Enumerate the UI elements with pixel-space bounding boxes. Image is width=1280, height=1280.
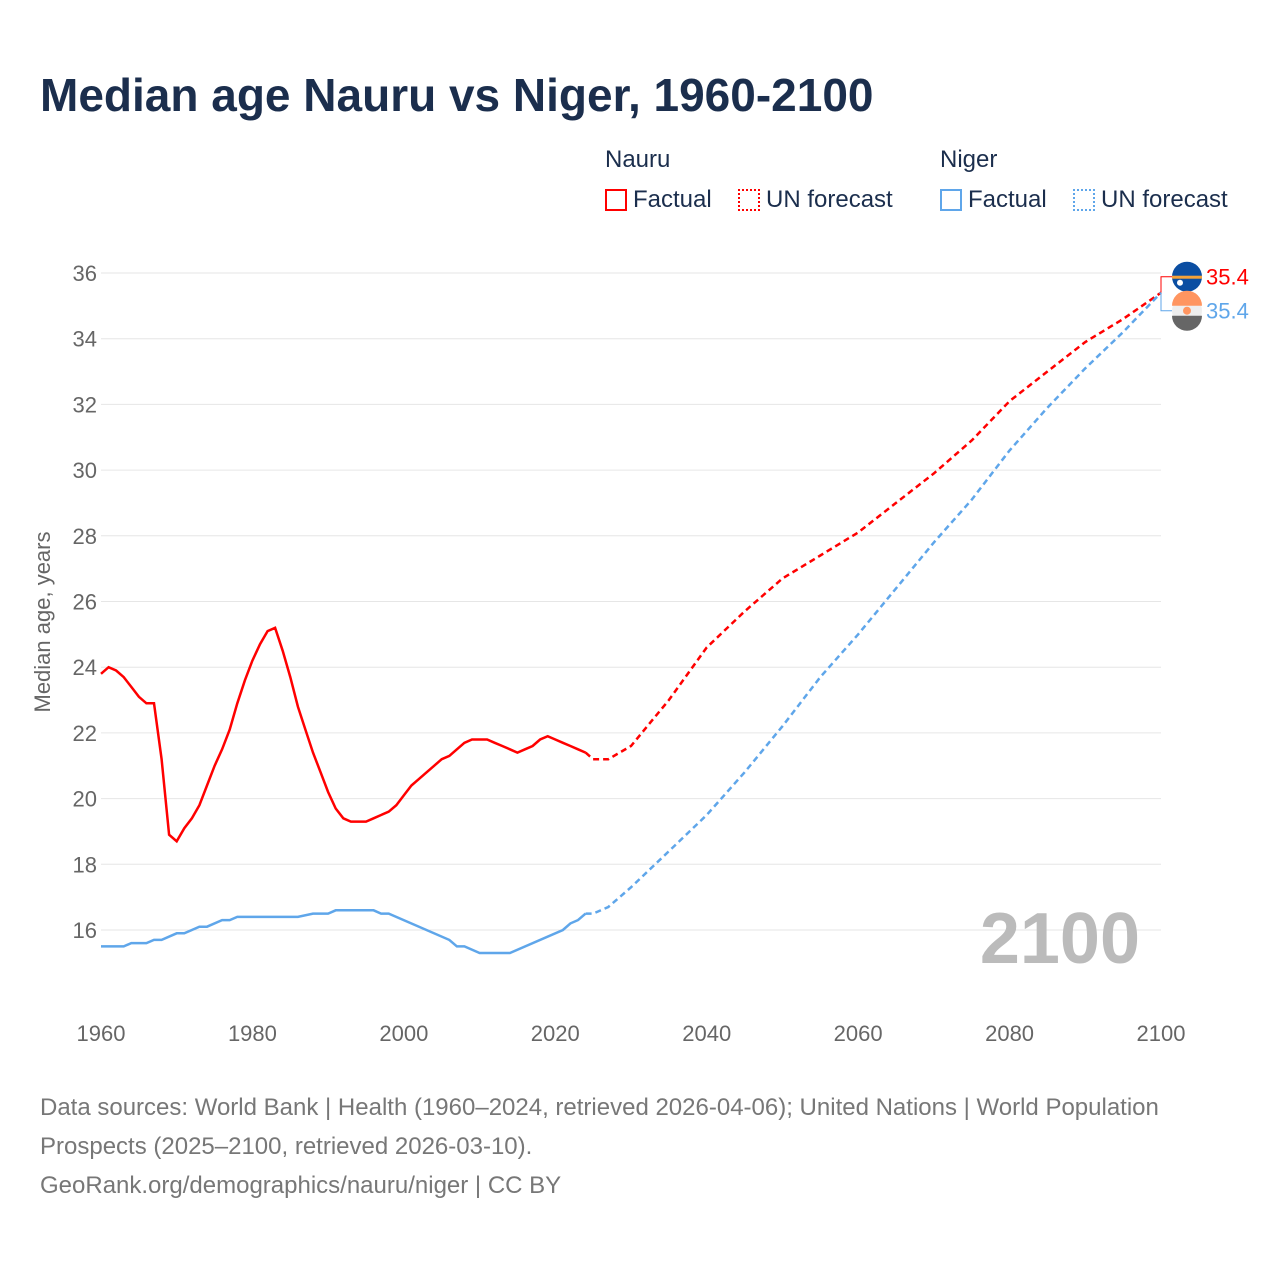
y-tick-label: 32	[73, 392, 97, 417]
y-tick-label: 30	[73, 458, 97, 483]
year-watermark: 2100	[980, 899, 1140, 979]
x-tick-label: 2020	[531, 1021, 580, 1046]
legend-niger-forecast[interactable]: UN forecast	[1073, 186, 1228, 214]
y-axis-label: Median age, years	[30, 532, 55, 713]
series-nauru-factual	[100, 626, 587, 844]
end-value-label-niger: 35.4	[1206, 299, 1249, 324]
end-value-label-nauru: 35.4	[1206, 265, 1249, 290]
series-niger-forecast	[585, 291, 1162, 915]
y-tick-label: 20	[73, 787, 97, 812]
label-connector	[1160, 292, 1172, 312]
legend-group-niger: Niger	[940, 146, 998, 173]
x-tick-label: 2080	[985, 1021, 1034, 1046]
x-tick-label: 2060	[834, 1021, 883, 1046]
legend-nauru-forecast[interactable]: UN forecast	[738, 186, 893, 214]
legend-niger-factual[interactable]: Factual	[940, 186, 1047, 214]
line-chart: 16 18 20 22 24 26 28 30 32 34 36 1960 1980 2000 2020 20…	[30, 261, 1249, 1046]
niger-flag-orange	[1172, 290, 1202, 306]
footer: Data sources: World Bank | Health (1960–…	[40, 1088, 1190, 1205]
attribution[interactable]: GeoRank.org/demographics/nauru/niger | C…	[40, 1172, 562, 1199]
legend-group-nauru: Nauru	[605, 146, 671, 173]
legend-label: Factual	[968, 186, 1047, 213]
x-tick-label: 1980	[228, 1021, 277, 1046]
nauru-flag-star	[1177, 279, 1183, 286]
series-nauru-forecast	[584, 291, 1162, 761]
nauru-flag-stripe	[1172, 275, 1202, 279]
legend-nauru-factual[interactable]: Factual	[605, 186, 712, 214]
legend-label: Factual	[633, 186, 712, 213]
legend-swatch	[738, 189, 760, 211]
niger-flag-disc	[1183, 306, 1191, 315]
legend-label: UN forecast	[766, 186, 893, 213]
data-sources: Data sources: World Bank | Health (1960–…	[40, 1094, 1159, 1160]
y-tick-label: 36	[73, 261, 97, 286]
y-tick-label: 16	[73, 918, 97, 943]
x-tick-label: 2100	[1137, 1021, 1186, 1046]
x-tick-label: 2000	[379, 1021, 428, 1046]
legend-swatch	[1073, 189, 1095, 211]
y-tick-label: 26	[73, 590, 97, 615]
y-tick-label: 18	[73, 852, 97, 877]
niger-flag-green	[1172, 315, 1202, 331]
series-niger-factual	[101, 909, 587, 955]
label-connector	[1160, 276, 1172, 293]
legend-swatch	[605, 189, 627, 211]
x-tick-label: 2040	[682, 1021, 731, 1046]
y-tick-label: 28	[73, 524, 97, 549]
legend-swatch	[940, 189, 962, 211]
y-tick-label: 22	[73, 721, 97, 746]
legend-label: UN forecast	[1101, 186, 1228, 213]
y-tick-label: 34	[73, 327, 97, 352]
chart-title: Median age Nauru vs Niger, 1960-2100	[40, 69, 874, 121]
x-tick-label: 1960	[77, 1021, 126, 1046]
y-tick-label: 24	[73, 655, 97, 680]
